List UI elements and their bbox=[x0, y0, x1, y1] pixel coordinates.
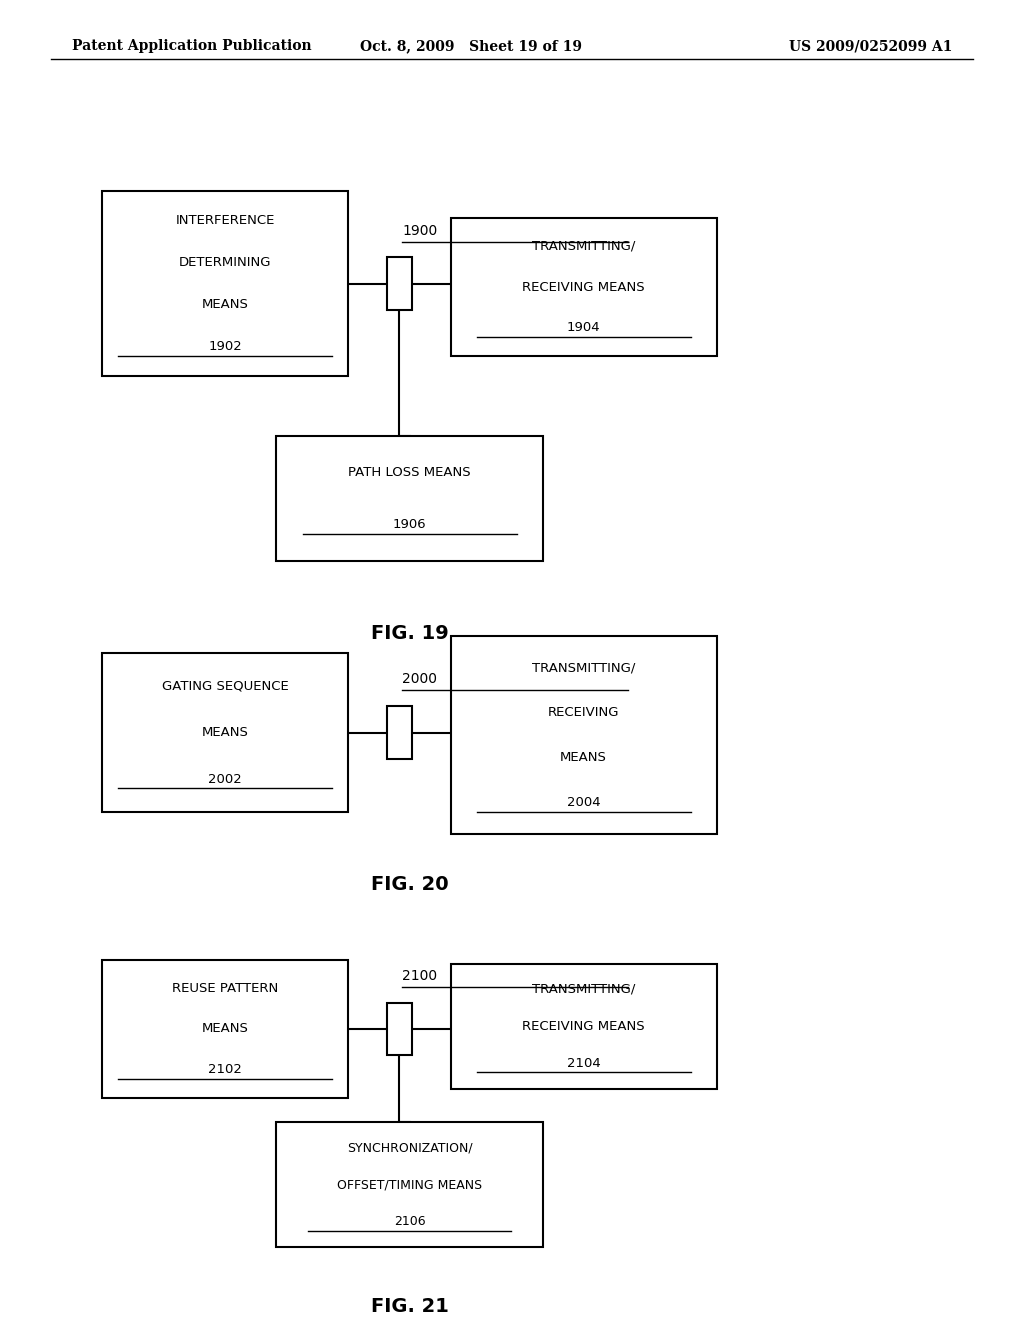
Text: RECEIVING MEANS: RECEIVING MEANS bbox=[522, 1020, 645, 1032]
Text: 1900: 1900 bbox=[402, 223, 437, 238]
FancyBboxPatch shape bbox=[276, 1122, 543, 1247]
Text: MEANS: MEANS bbox=[202, 1023, 249, 1035]
Text: TRANSMITTING/: TRANSMITTING/ bbox=[532, 661, 635, 675]
Text: TRANSMITTING/: TRANSMITTING/ bbox=[532, 240, 635, 253]
FancyBboxPatch shape bbox=[451, 218, 717, 356]
Text: 1906: 1906 bbox=[393, 517, 426, 531]
Text: RECEIVING MEANS: RECEIVING MEANS bbox=[522, 281, 645, 293]
Text: 2000: 2000 bbox=[402, 672, 437, 686]
Text: Patent Application Publication: Patent Application Publication bbox=[72, 40, 311, 53]
Text: GATING SEQUENCE: GATING SEQUENCE bbox=[162, 680, 289, 693]
Text: TRANSMITTING/: TRANSMITTING/ bbox=[532, 983, 635, 995]
Text: 2106: 2106 bbox=[394, 1216, 425, 1228]
Text: RECEIVING: RECEIVING bbox=[548, 706, 620, 719]
Text: MEANS: MEANS bbox=[202, 298, 249, 312]
Text: Oct. 8, 2009   Sheet 19 of 19: Oct. 8, 2009 Sheet 19 of 19 bbox=[360, 40, 582, 53]
FancyBboxPatch shape bbox=[387, 1003, 412, 1056]
FancyBboxPatch shape bbox=[276, 436, 543, 561]
Text: 1904: 1904 bbox=[567, 321, 600, 334]
Text: 1902: 1902 bbox=[209, 341, 242, 354]
Text: SYNCHRONIZATION/: SYNCHRONIZATION/ bbox=[347, 1142, 472, 1154]
Text: FIG. 21: FIG. 21 bbox=[371, 1298, 449, 1316]
Text: 2100: 2100 bbox=[402, 969, 437, 982]
FancyBboxPatch shape bbox=[451, 636, 717, 834]
Text: 2002: 2002 bbox=[209, 772, 242, 785]
Text: MEANS: MEANS bbox=[560, 751, 607, 764]
FancyBboxPatch shape bbox=[451, 964, 717, 1089]
FancyBboxPatch shape bbox=[102, 653, 348, 812]
Text: US 2009/0252099 A1: US 2009/0252099 A1 bbox=[788, 40, 952, 53]
Text: FIG. 20: FIG. 20 bbox=[371, 875, 449, 894]
Text: DETERMINING: DETERMINING bbox=[179, 256, 271, 269]
FancyBboxPatch shape bbox=[102, 960, 348, 1098]
Text: MEANS: MEANS bbox=[202, 726, 249, 739]
Text: OFFSET/TIMING MEANS: OFFSET/TIMING MEANS bbox=[337, 1179, 482, 1191]
Text: REUSE PATTERN: REUSE PATTERN bbox=[172, 982, 279, 995]
FancyBboxPatch shape bbox=[387, 706, 412, 759]
Text: INTERFERENCE: INTERFERENCE bbox=[175, 214, 275, 227]
Text: 2102: 2102 bbox=[208, 1063, 243, 1076]
Text: 2004: 2004 bbox=[567, 796, 600, 809]
Text: PATH LOSS MEANS: PATH LOSS MEANS bbox=[348, 466, 471, 479]
Text: 2104: 2104 bbox=[567, 1057, 600, 1069]
Text: FIG. 19: FIG. 19 bbox=[371, 624, 449, 643]
FancyBboxPatch shape bbox=[102, 191, 348, 376]
FancyBboxPatch shape bbox=[387, 257, 412, 310]
